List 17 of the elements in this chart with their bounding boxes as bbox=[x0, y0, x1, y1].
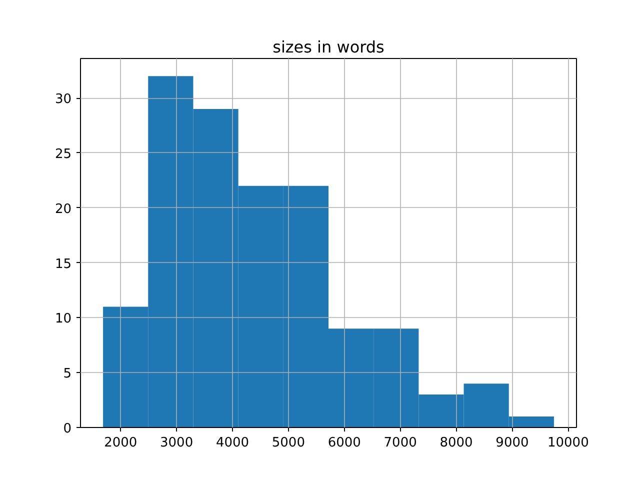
y-tick-label: 20 bbox=[54, 202, 72, 217]
y-tick-label: 25 bbox=[54, 146, 72, 162]
x-tick-label: 10000 bbox=[547, 436, 589, 450]
y-tick-label: 0 bbox=[63, 422, 72, 436]
x-tick-label: 7000 bbox=[384, 436, 417, 450]
x-tick-label: 6000 bbox=[328, 436, 361, 450]
y-tick-label: 10 bbox=[54, 312, 72, 327]
y-tick-label: 5 bbox=[63, 366, 72, 382]
y-tick-label: 15 bbox=[54, 256, 72, 272]
x-tick-label: 5000 bbox=[272, 436, 305, 450]
x-tick-label: 8000 bbox=[440, 436, 473, 450]
chart-title: sizes in words bbox=[272, 38, 384, 56]
x-tick-label: 2000 bbox=[104, 436, 138, 450]
y-tick-label: 30 bbox=[54, 92, 72, 108]
x-tick-label: 4000 bbox=[216, 436, 250, 450]
x-tick-label: 9000 bbox=[496, 436, 529, 450]
x-tick-label: 3000 bbox=[160, 436, 194, 450]
